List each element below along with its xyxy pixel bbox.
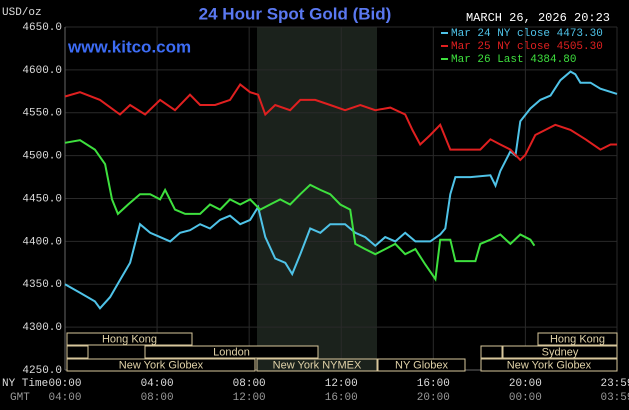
y-tick-label: 4400.0: [22, 236, 62, 248]
x2-tick-label: 08:00: [141, 392, 174, 404]
session-label: London: [213, 346, 250, 358]
session-label: New York Globex: [119, 359, 204, 371]
legend-label: Mar 24 NY close 4473.30: [451, 28, 603, 40]
y-tick-label: 4350.0: [22, 279, 62, 291]
y-tick-label: 4550.0: [22, 108, 62, 120]
series-line: [64, 70, 618, 310]
session-box: [144, 345, 319, 359]
x2-tick-label: 20:00: [417, 392, 450, 404]
session-box: [502, 345, 618, 359]
session-box: [66, 332, 193, 346]
legend-label: Mar 25 NY close 4505.30: [451, 41, 603, 53]
y-tick-label: 4250.0: [22, 365, 62, 377]
x-tick-label: 23:59: [600, 378, 629, 390]
session-label: Sydney: [542, 346, 579, 358]
session-box: [66, 345, 89, 359]
session-box: [480, 358, 618, 372]
y-tick-label: 4450.0: [22, 193, 62, 205]
x-tick-label: 16:00: [417, 378, 450, 390]
session-box: [256, 358, 378, 372]
x2-tick-label: 12:00: [233, 392, 266, 404]
x-tick-label: 12:00: [325, 378, 358, 390]
session-box: [377, 358, 466, 372]
session-label: Hong Kong: [102, 333, 157, 345]
legend-label: Mar 26 Last 4384.80: [451, 54, 576, 66]
y-tick-label: 4500.0: [22, 151, 62, 163]
session-label: New York Globex: [507, 359, 592, 371]
x2-tick-label: 00:00: [509, 392, 542, 404]
x2-tick-label: 04:00: [48, 392, 81, 404]
y-axis-label: USD/oz: [2, 7, 42, 19]
x2-axis-label: GMT: [10, 392, 30, 404]
x-axis-label: NY Time: [2, 378, 48, 390]
session-label: Hong Kong: [550, 333, 605, 345]
series-line: [64, 139, 536, 282]
y-tick-label: 4600.0: [22, 65, 62, 77]
session-box: [537, 332, 618, 346]
y-tick-label: 4650.0: [22, 22, 62, 34]
x2-tick-label: 03:59: [600, 392, 629, 404]
x2-tick-label: 16:00: [325, 392, 358, 404]
series-line: [64, 83, 617, 162]
y-tick-label: 4300.0: [22, 322, 62, 334]
x-tick-label: 20:00: [509, 378, 542, 390]
x-tick-label: 00:00: [48, 378, 81, 390]
session-box: [66, 358, 256, 372]
session-label: NY Globex: [395, 359, 448, 371]
watermark: www.kitco.com: [67, 37, 191, 56]
x-tick-label: 08:00: [233, 378, 266, 390]
session-label: New York NYMEX: [273, 359, 362, 371]
x-tick-label: 04:00: [141, 378, 174, 390]
chart-title: 24 Hour Spot Gold (Bid): [199, 4, 392, 23]
chart-subtitle: MARCH 26, 2026 20:23: [466, 11, 610, 25]
session-box: [480, 345, 503, 359]
